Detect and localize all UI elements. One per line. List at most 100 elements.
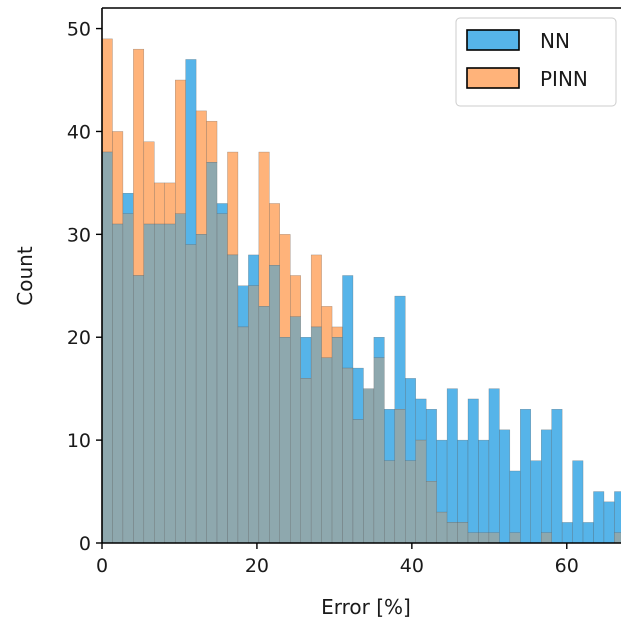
- bar-nn-19: [300, 337, 312, 379]
- bar-nn-24: [352, 367, 364, 420]
- bar-overlap-20: [310, 326, 322, 544]
- bar-nn-28: [394, 295, 406, 410]
- bar-overlap-0: [101, 151, 113, 544]
- bar-pinn-12: [227, 151, 239, 256]
- bar-pinn-22: [331, 326, 343, 338]
- bar-nn-29: [405, 378, 416, 461]
- bar-nn-13: [237, 285, 249, 328]
- bar-nn-39: [509, 470, 521, 533]
- bar-nn-31: [425, 409, 437, 482]
- bar-nn-41: [530, 460, 542, 544]
- y-axis-label: Count: [13, 246, 37, 306]
- bar-pinn-18: [290, 275, 301, 317]
- bar-overlap-12: [227, 254, 239, 544]
- bar-pinn-16: [269, 203, 280, 266]
- histogram-bars: [101, 38, 621, 544]
- legend-swatch-pinn: [466, 67, 520, 89]
- bar-nn-32: [436, 439, 448, 513]
- bar-nn-34: [457, 439, 469, 523]
- bar-pinn-21: [321, 306, 333, 359]
- bar-overlap-34: [457, 522, 469, 544]
- bar-nn-37: [488, 388, 500, 533]
- bar-overlap-7: [175, 213, 186, 544]
- bar-overlap-35: [467, 532, 479, 544]
- bar-overlap-16: [269, 265, 280, 544]
- bar-overlap-17: [279, 337, 291, 544]
- bar-pinn-9: [195, 110, 207, 235]
- bar-pinn-4: [143, 141, 155, 225]
- bar-overlap-27: [384, 460, 396, 544]
- bar-pinn-10: [206, 120, 218, 163]
- y-tick-label: 10: [67, 430, 91, 452]
- bar-overlap-26: [373, 357, 385, 544]
- bar-nn-2: [122, 192, 134, 214]
- bar-overlap-30: [415, 439, 427, 544]
- bar-overlap-21: [321, 357, 333, 544]
- bar-overlap-4: [143, 223, 155, 544]
- bar-nn-14: [248, 254, 260, 286]
- bar-pinn-5: [154, 182, 165, 225]
- bar-pinn-3: [133, 48, 145, 276]
- bar-nn-44: [561, 522, 573, 544]
- bar-overlap-19: [300, 378, 312, 544]
- bar-overlap-6: [164, 223, 176, 544]
- bar-overlap-15: [258, 306, 270, 544]
- bar-nn-11: [216, 203, 228, 214]
- bar-overlap-33: [446, 522, 458, 544]
- y-tick-label: 20: [67, 327, 91, 349]
- bar-overlap-18: [290, 316, 301, 544]
- bar-pinn-6: [164, 182, 176, 225]
- x-axis-label: Error [%]: [321, 595, 411, 619]
- bar-overlap-39: [509, 532, 521, 544]
- bar-pinn-15: [258, 151, 270, 307]
- bar-overlap-25: [363, 388, 375, 544]
- bar-nn-45: [572, 460, 584, 544]
- bar-overlap-9: [195, 234, 207, 544]
- legend-swatch-nn: [466, 29, 520, 51]
- bar-overlap-37: [488, 532, 500, 544]
- bar-overlap-1: [112, 223, 124, 544]
- bar-nn-36: [478, 439, 490, 533]
- y-tick-label: 50: [67, 19, 91, 41]
- bar-overlap-10: [206, 162, 218, 544]
- bar-overlap-49: [614, 532, 621, 544]
- x-tick-label: 40: [400, 555, 424, 577]
- bar-overlap-13: [237, 326, 249, 544]
- bar-nn-46: [582, 522, 594, 544]
- y-tick-label: 40: [67, 121, 91, 143]
- axes: [101, 7, 621, 544]
- bar-nn-49: [614, 491, 621, 533]
- bar-overlap-32: [436, 511, 448, 544]
- bar-nn-38: [499, 429, 511, 544]
- bar-nn-30: [415, 398, 427, 441]
- legend-label-nn: NN: [540, 29, 570, 53]
- bar-nn-42: [541, 429, 552, 533]
- bar-pinn-7: [175, 79, 186, 214]
- bar-overlap-2: [122, 213, 134, 544]
- bar-overlap-24: [352, 419, 364, 544]
- bar-overlap-28: [394, 409, 406, 544]
- bar-nn-48: [603, 501, 615, 544]
- legend: NN PINN: [455, 17, 617, 107]
- y-tick-label: 30: [67, 224, 91, 246]
- x-tick-label: 60: [555, 555, 579, 577]
- legend-label-pinn: PINN: [540, 67, 588, 91]
- y-tick-label: 0: [79, 533, 91, 555]
- bar-pinn-20: [310, 254, 322, 328]
- x-tick-label: 0: [96, 555, 108, 577]
- bar-overlap-42: [541, 532, 552, 544]
- bar-overlap-11: [216, 213, 228, 544]
- bar-nn-43: [551, 409, 563, 544]
- bar-overlap-8: [185, 244, 197, 544]
- bar-nn-33: [446, 388, 458, 523]
- bar-overlap-22: [331, 337, 343, 544]
- bar-overlap-3: [133, 275, 145, 544]
- bar-pinn-17: [279, 234, 291, 338]
- bar-pinn-1: [112, 131, 124, 225]
- bar-nn-47: [593, 491, 605, 544]
- bar-pinn-0: [101, 38, 113, 153]
- bar-overlap-14: [248, 285, 260, 544]
- bar-overlap-23: [342, 367, 354, 544]
- bar-nn-26: [373, 337, 385, 359]
